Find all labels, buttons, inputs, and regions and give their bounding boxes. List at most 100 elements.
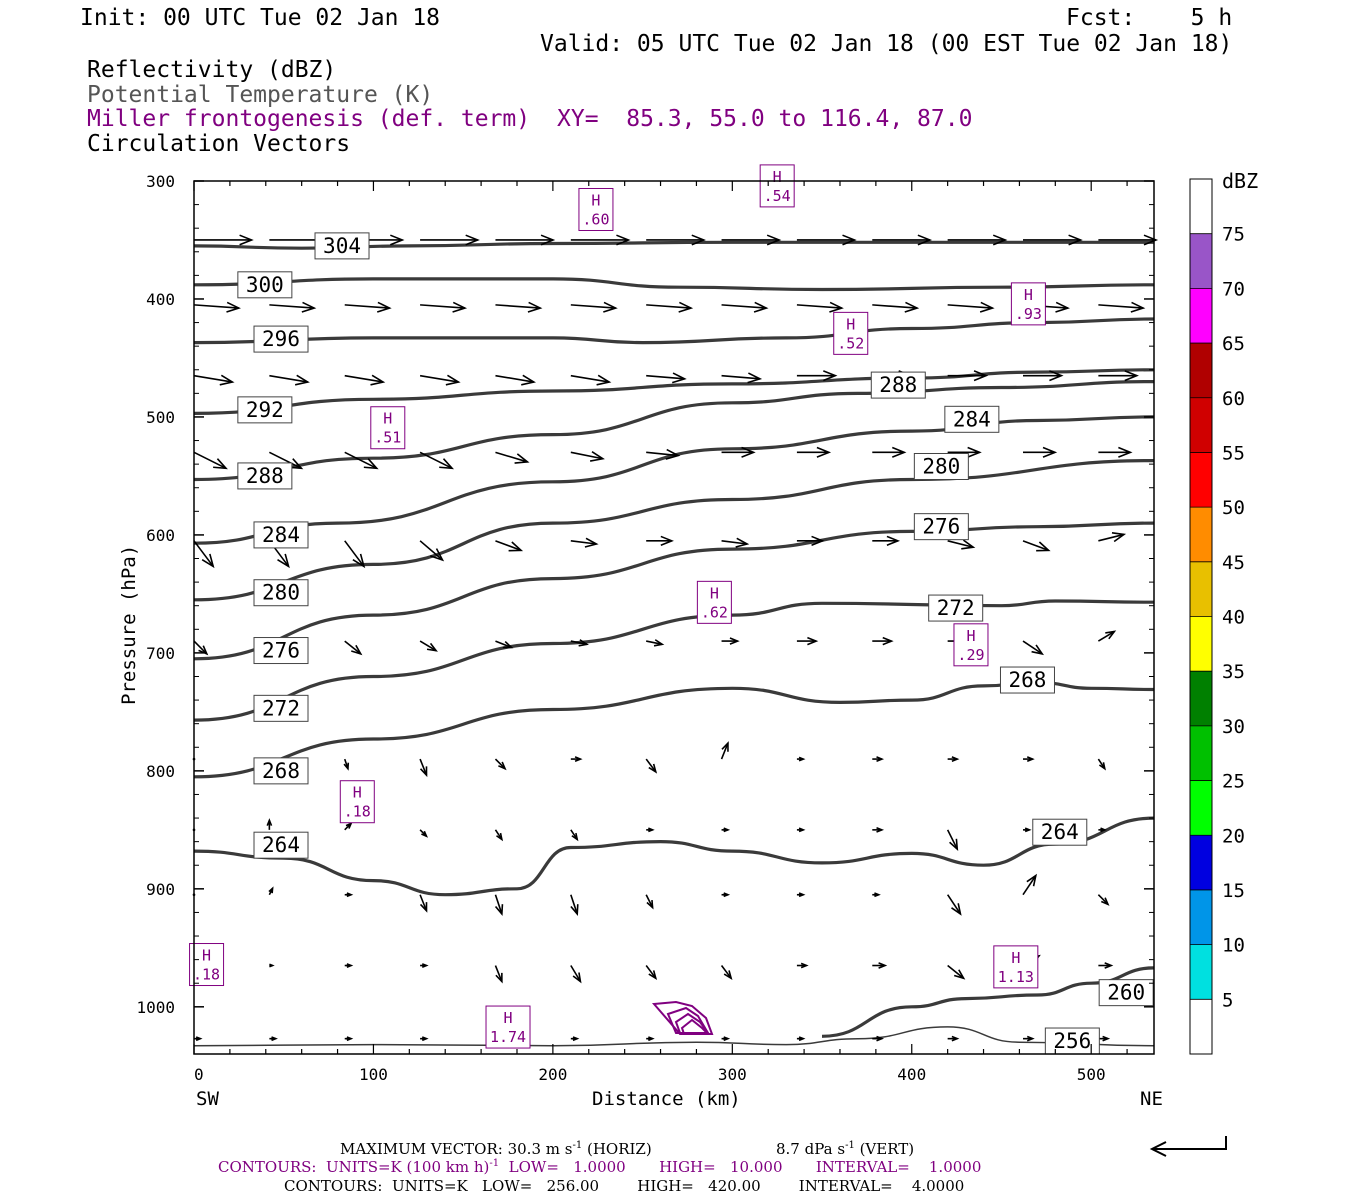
theta-label-text: 272 — [262, 696, 300, 720]
circulation-vector — [570, 234, 631, 246]
circulation-vector — [872, 962, 888, 969]
circulation-vector — [721, 637, 740, 645]
circulation-vector — [1098, 370, 1139, 382]
theta-contour-256 — [193, 1026, 1155, 1047]
high-symbol: H — [846, 315, 855, 333]
frontogenesis-contour-blob — [651, 1000, 714, 1035]
valid-time: Valid: 05 UTC Tue 02 Jan 18 (00 EST Tue … — [540, 31, 1232, 57]
circulation-vector — [1098, 301, 1146, 313]
circulation-vector — [570, 451, 605, 462]
circulation-vector — [1097, 758, 1106, 771]
colorbar-level-label: 25 — [1222, 771, 1245, 793]
circulation-vector — [194, 1036, 203, 1042]
circulation-vector — [344, 963, 354, 968]
circulation-vector — [419, 894, 428, 913]
circulation-vector — [194, 234, 254, 246]
theta-label-text: 276 — [262, 639, 300, 663]
circulation-vector — [269, 963, 275, 968]
circulation-vector — [646, 535, 674, 546]
theta-contour-label: 272 — [253, 694, 309, 722]
colorbar-swatch — [1190, 233, 1212, 289]
circulation-vector — [646, 301, 694, 313]
theta-contour-label: 280 — [253, 579, 309, 607]
circulation-vector — [720, 965, 733, 981]
colorbar-level-label: 45 — [1222, 552, 1245, 574]
colorbar-level-label: 30 — [1222, 716, 1245, 738]
circulation-vector — [344, 374, 386, 386]
theta-label-text: 296 — [262, 327, 300, 351]
high-symbol: H — [773, 168, 782, 186]
init-time: Init: 00 UTC Tue 02 Jan 18 — [80, 5, 440, 31]
high-symbol: H — [710, 584, 719, 602]
field-frontogenesis: Miller frontogenesis (def. term) — [87, 106, 530, 132]
y-tick-label: 500 — [146, 408, 175, 427]
theta-label-text: 272 — [937, 596, 975, 620]
circulation-vector — [1023, 756, 1035, 762]
theta-label-text: 276 — [922, 515, 960, 539]
circulation-vector — [420, 1036, 429, 1042]
circulation-vector — [570, 756, 583, 762]
circulation-vector — [193, 374, 235, 386]
high-symbol: H — [504, 1009, 513, 1027]
high-symbol: H — [591, 191, 600, 209]
circulation-vector — [193, 451, 228, 470]
theta-contour-label: 296 — [253, 325, 309, 353]
colorbar-level-label: 10 — [1222, 935, 1245, 957]
circulation-vector — [494, 894, 504, 916]
x-tick-label: 0 — [194, 1065, 204, 1084]
circulation-vector — [1022, 540, 1051, 552]
high-symbol: H — [1011, 949, 1020, 967]
theta-contour-280 — [193, 459, 1155, 602]
circulation-vector — [1023, 234, 1083, 246]
circulation-vector — [646, 1036, 655, 1042]
plot-frame — [193, 180, 1155, 1055]
colorbar-swatch — [1190, 343, 1212, 398]
colorbar-level-label: 55 — [1222, 442, 1245, 464]
cross-section-endpoints: XY= 85.3, 55.0 to 116.4, 87.0 — [557, 106, 972, 132]
high-symbol: H — [383, 410, 392, 428]
theta-contour-label: 276 — [913, 513, 969, 541]
circulation-vector — [495, 640, 514, 649]
theta-contour-260 — [821, 966, 1155, 1038]
circulation-vector — [947, 756, 960, 762]
high-value: .54 — [764, 187, 791, 205]
x-tick-label: 100 — [359, 1065, 388, 1084]
circulation-vector — [721, 892, 731, 898]
circulation-vector — [947, 234, 1008, 246]
circulation-vector — [419, 829, 429, 838]
frontogenesis-high-marker: H.60 — [578, 187, 614, 231]
y-tick-label: 700 — [146, 644, 175, 663]
circulation-vector — [570, 1036, 580, 1042]
circulation-vector — [872, 1035, 885, 1042]
circulation-vector — [872, 301, 920, 313]
theta-label-text: 280 — [922, 454, 960, 478]
theta-label-text: 280 — [262, 581, 300, 605]
theta-contour-label: 268 — [253, 757, 309, 785]
circulation-vector — [193, 540, 215, 569]
colorbar-swatch — [1190, 835, 1212, 890]
frontogenesis-high-marker: H.18 — [339, 780, 375, 824]
frontogenesis-high-marker: H.93 — [1010, 282, 1046, 326]
circulation-vector — [720, 741, 729, 760]
x-axis-label: Distance (km) — [592, 1088, 741, 1110]
circulation-vector — [796, 892, 806, 898]
theta-label-group: 304 300 296 292 288 284 280 276 272 268 264 288 284 2… — [237, 232, 1154, 1055]
colorbar-level-label: 65 — [1222, 333, 1245, 355]
circulation-vector — [344, 540, 366, 569]
circulation-vector — [495, 234, 556, 246]
circulation-vector — [419, 374, 461, 386]
circulation-vector — [344, 640, 363, 656]
circulation-vector — [495, 301, 543, 313]
colorbar-level-label: 60 — [1222, 388, 1245, 410]
sw-end-label: SW — [196, 1088, 219, 1110]
theta-label-text: 284 — [262, 523, 300, 547]
y-tick-label: 800 — [146, 762, 175, 781]
theta-label-text: 292 — [246, 398, 284, 422]
colorbar-swatch — [1190, 671, 1212, 726]
circulation-vector — [343, 758, 350, 771]
circulation-vector — [796, 636, 819, 646]
frontogenesis-high-marker: H.51 — [370, 406, 406, 450]
circulation-vector — [872, 535, 901, 546]
circulation-vector — [796, 446, 832, 458]
